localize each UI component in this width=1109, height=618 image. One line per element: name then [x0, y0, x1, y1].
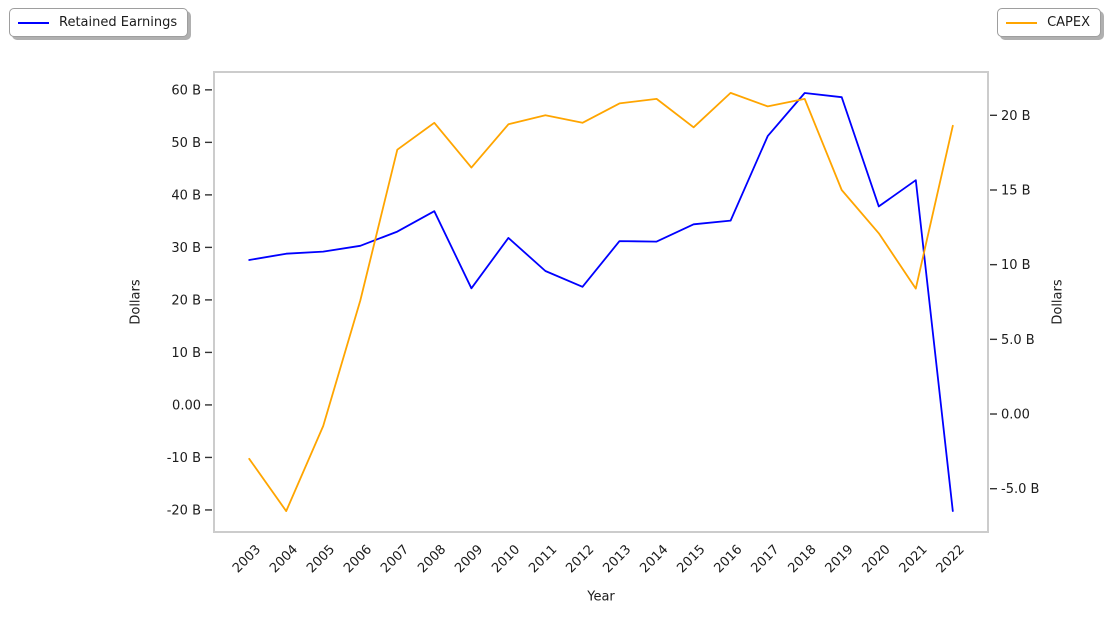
x-tick-label: 2003 — [230, 542, 264, 576]
y-tick-label-right: 10 B — [1001, 258, 1031, 273]
retained-earnings-line — [248, 92, 954, 512]
x-tick-label: 2016 — [711, 542, 745, 576]
y-tick-label-right: 20 B — [1001, 109, 1031, 124]
y-tick-label-left: -10 B — [167, 451, 201, 466]
y-tick-label-left: 60 B — [171, 83, 201, 98]
x-tick-label: 2017 — [748, 542, 782, 576]
y-tick-label-right: 5.0 B — [1001, 333, 1035, 348]
x-tick-label: 2007 — [378, 542, 412, 576]
capex-line — [248, 92, 954, 513]
x-tick-label: 2018 — [786, 542, 820, 576]
y-axis-label-left: Dollars — [128, 279, 144, 325]
capex-line-swatch — [1006, 21, 1038, 24]
y-tick-label-right: -5.0 B — [1001, 482, 1039, 497]
x-tick-label: 2006 — [341, 542, 375, 576]
y-tick-label-right: 15 B — [1001, 183, 1031, 198]
y-tick-label-left: 20 B — [171, 293, 201, 308]
x-tick-label: 2011 — [526, 542, 560, 576]
x-tick-label: 2020 — [860, 542, 894, 576]
y-axis-label-right: Dollars — [1050, 279, 1066, 325]
legend-capex: CAPEX — [997, 8, 1101, 37]
y-tick-label-left: 40 B — [171, 188, 201, 203]
y-tick-label-left: 10 B — [171, 346, 201, 361]
x-tick-label: 2008 — [415, 542, 449, 576]
y-tick-label-right: 0.00 — [1001, 408, 1030, 423]
plot-frame — [213, 71, 989, 533]
x-tick-label: 2005 — [304, 542, 338, 576]
legend-retained-earnings: Retained Earnings — [9, 8, 189, 37]
x-axis-label: Year — [587, 589, 615, 605]
x-tick-label: 2014 — [637, 542, 671, 576]
legend-capex-label: CAPEX — [1047, 15, 1090, 30]
y-tick-label-left: 30 B — [171, 241, 201, 256]
x-tick-label: 2021 — [897, 542, 931, 576]
x-tick-label: 2015 — [674, 542, 708, 576]
x-tick-label: 2012 — [563, 542, 597, 576]
y-tick-label-left: -20 B — [167, 503, 201, 518]
y-tick-label-left: 50 B — [171, 136, 201, 151]
x-tick-label: 2022 — [934, 542, 968, 576]
retained-earnings-line-swatch — [18, 21, 49, 24]
y-tick-label-left: 0.00 — [172, 398, 201, 413]
x-tick-label: 2013 — [600, 542, 634, 576]
x-tick-label: 2004 — [267, 542, 301, 576]
x-tick-label: 2010 — [489, 542, 523, 576]
x-tick-label: 2019 — [823, 542, 857, 576]
legend-retained-earnings-label: Retained Earnings — [59, 15, 178, 30]
x-tick-label: 2009 — [452, 542, 486, 576]
